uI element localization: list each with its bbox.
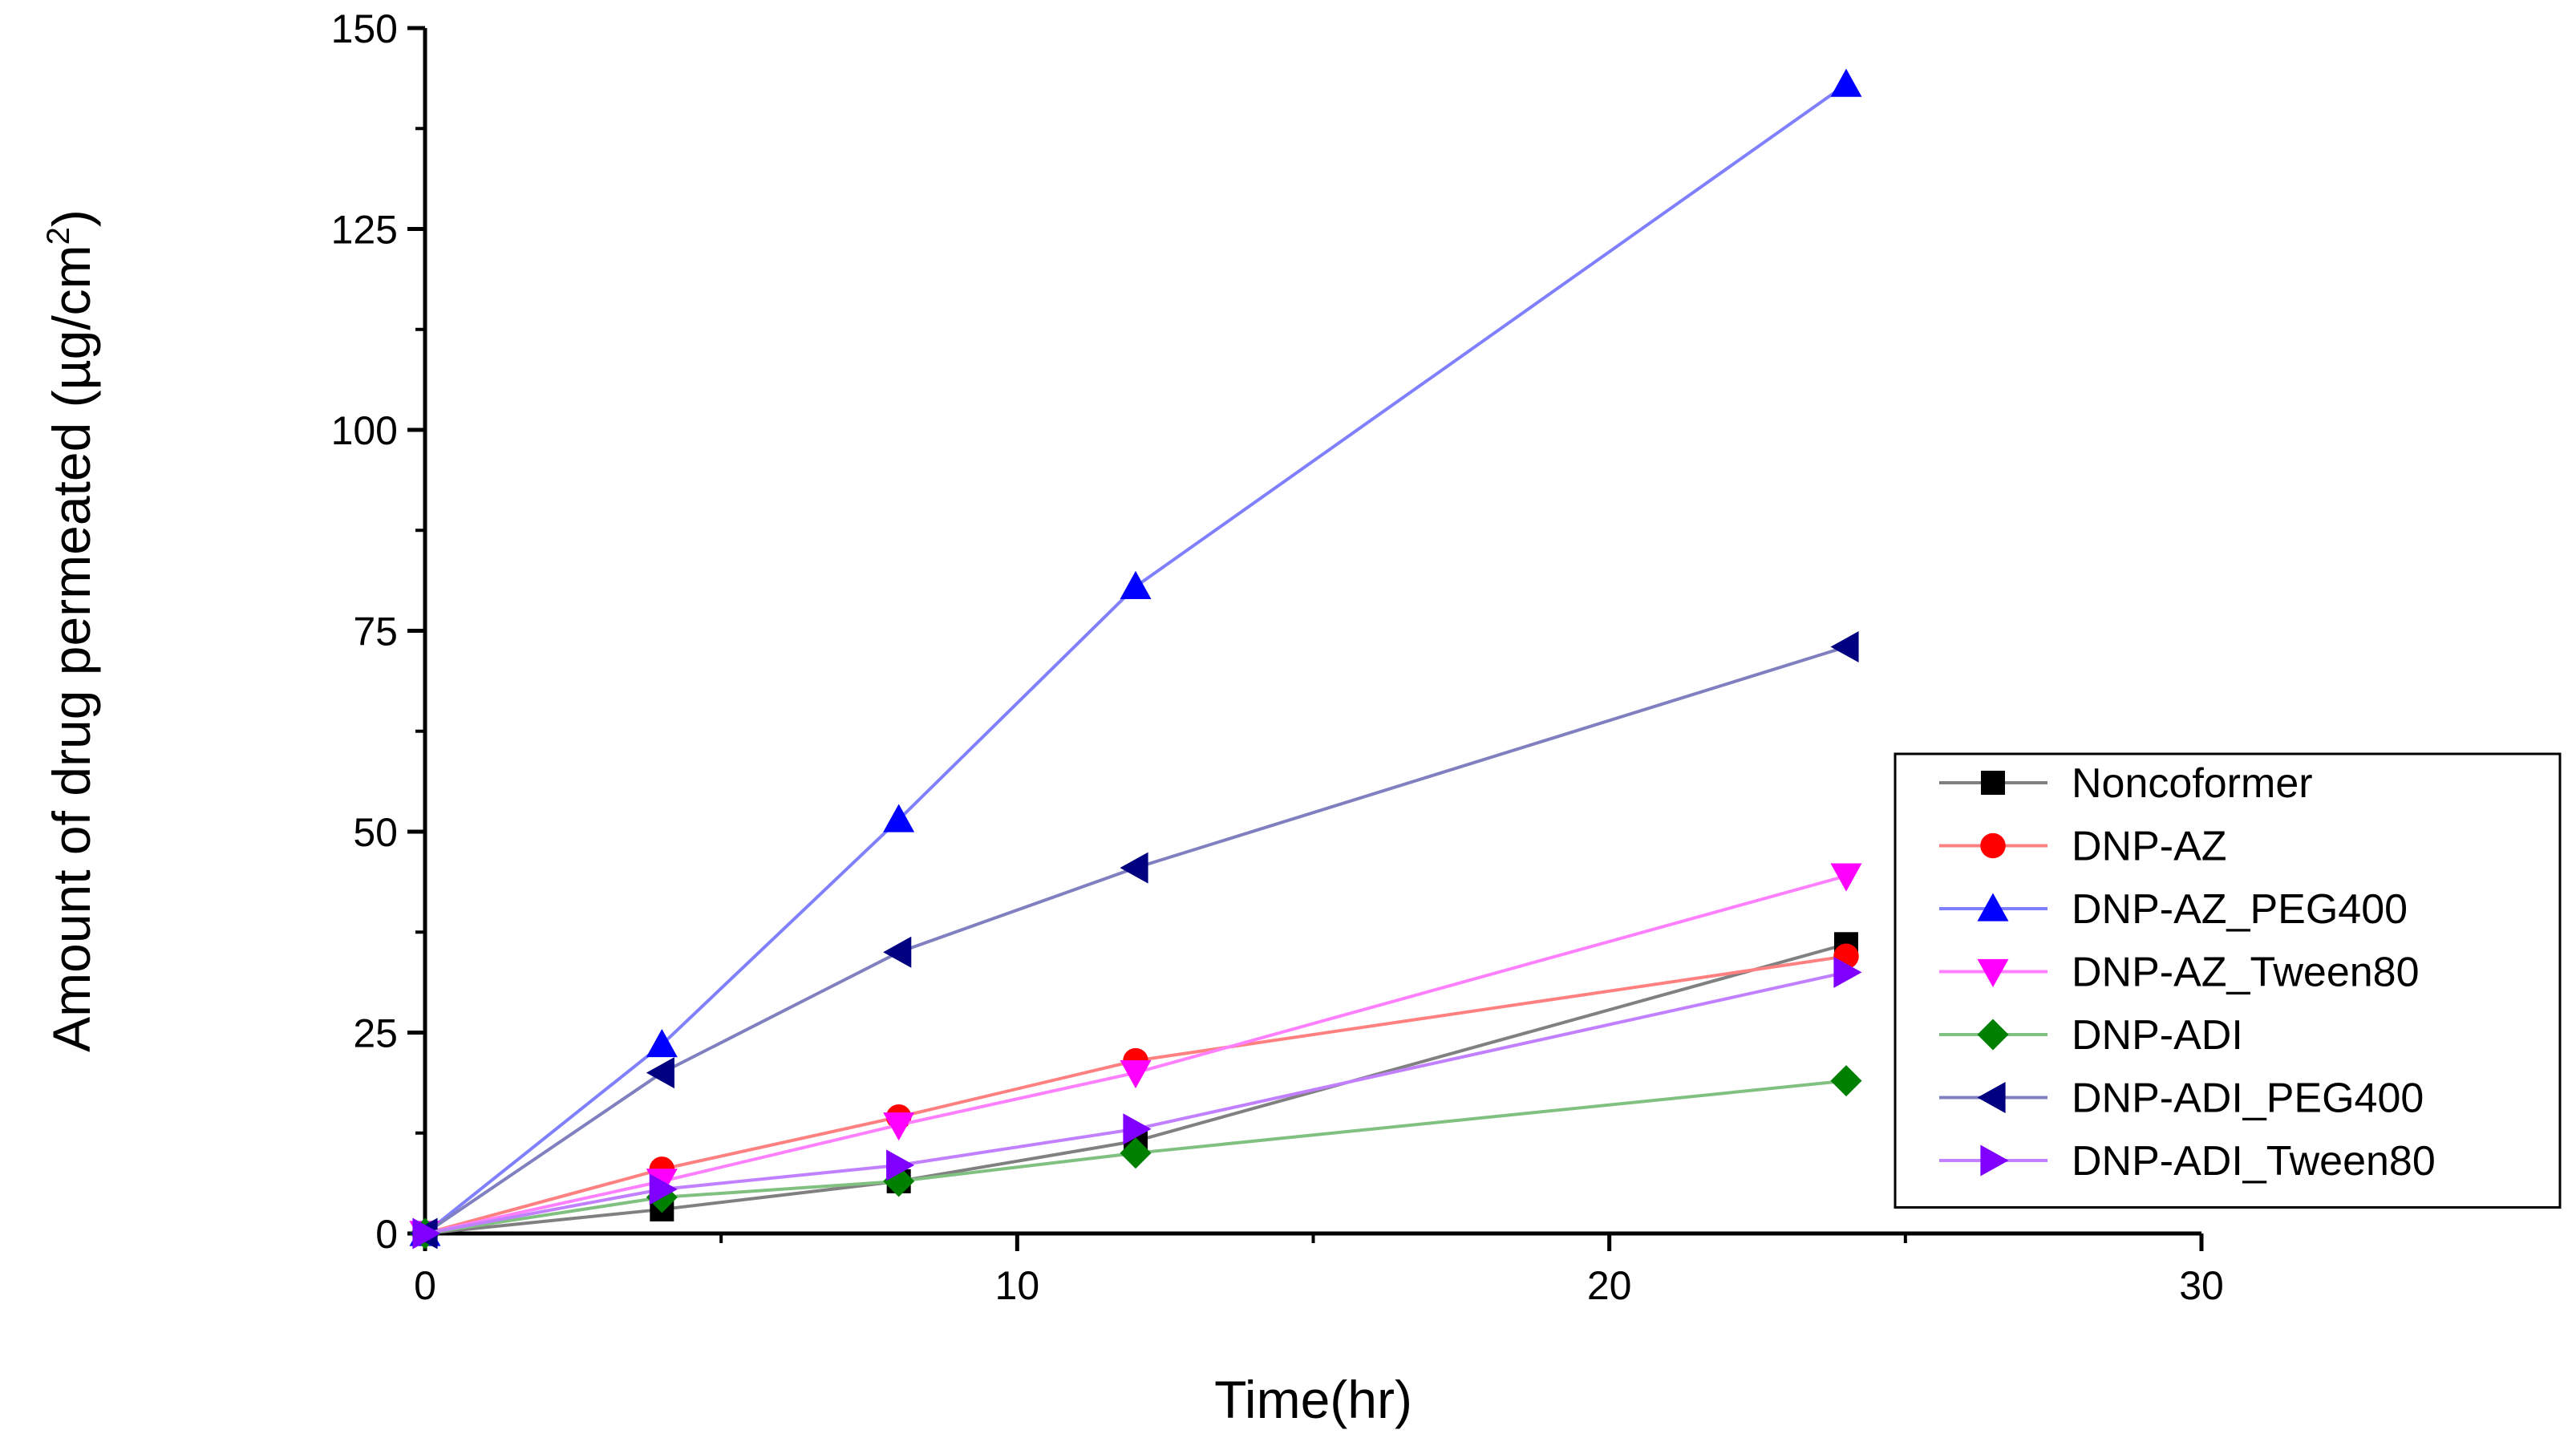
data-point (649, 1173, 678, 1205)
y-tick-label: 125 (331, 208, 398, 253)
legend-marker (1977, 1082, 2006, 1113)
legend-item: DNP-AZ_PEG400 (1939, 886, 2408, 933)
x-tick-label: 30 (2179, 1263, 2224, 1308)
y-tick-label: 75 (353, 610, 398, 654)
y-tick-label: 25 (353, 1011, 398, 1056)
legend-item: DNP-ADI (1939, 1012, 2243, 1059)
legend-item: Noncoformer (1939, 760, 2313, 807)
y-axis-title-main: Amount of drug permeated (µg/cm (42, 245, 101, 1052)
legend-marker (1980, 1144, 2009, 1177)
y-axis-ticks: 0 25 50 75 100 125 150 (331, 6, 425, 1257)
data-point (1830, 863, 1862, 892)
x-tick-label: 20 (1587, 1263, 1632, 1308)
data-point (883, 1112, 915, 1141)
y-tick-label: 50 (353, 810, 398, 855)
data-point (646, 1057, 674, 1089)
legend-item: DNP-ADI_PEG400 (1939, 1075, 2424, 1122)
legend-marker (1977, 893, 2009, 922)
legend-marker (1981, 771, 2005, 795)
legend-item: DNP-ADI_Tween80 (1939, 1138, 2436, 1185)
data-point (646, 1029, 678, 1058)
legend-marker (1977, 1019, 2009, 1051)
y-axis-title-close: ) (42, 209, 101, 227)
data-point (1120, 570, 1152, 599)
legend-label: DNP-AZ_Tween80 (2072, 950, 2420, 996)
data-point (1830, 68, 1862, 97)
legend-marker (1980, 832, 2006, 859)
legend-label: DNP-ADI_PEG400 (2072, 1075, 2424, 1122)
data-point (1120, 1137, 1152, 1169)
data-point (412, 1217, 441, 1250)
legend-item: DNP-AZ (1939, 824, 2227, 870)
series-dnp-adi-tween80 (412, 956, 1862, 1250)
legend-label: DNP-ADI (2072, 1012, 2243, 1059)
y-tick-label: 0 (375, 1212, 398, 1257)
y-axis-title-superscript: 2 (41, 227, 76, 245)
data-point (1830, 631, 1859, 663)
legend-marker (1977, 958, 2009, 987)
data-point (883, 804, 915, 832)
x-tick-label: 0 (414, 1263, 436, 1308)
legend-label: Noncoformer (2072, 760, 2313, 807)
series-dnp-adi-peg400 (409, 631, 1859, 1250)
data-point (1123, 1113, 1152, 1145)
x-axis-title: Time(hr) (1214, 1370, 1412, 1429)
data-point (1120, 1060, 1152, 1089)
y-tick-label: 150 (331, 6, 398, 51)
legend-label: DNP-AZ_PEG400 (2072, 886, 2408, 933)
data-point (1833, 956, 1862, 988)
data-point (886, 1149, 915, 1181)
data-point (1830, 1065, 1862, 1097)
series-layer (409, 68, 1862, 1250)
legend-label: DNP-AZ (2072, 824, 2227, 870)
data-point (883, 936, 912, 968)
y-tick-label: 100 (331, 408, 398, 453)
x-tick-label: 10 (995, 1263, 1040, 1308)
legend-box (1894, 752, 2562, 1209)
x-axis-ticks: 0 10 20 30 (414, 1233, 2224, 1308)
data-point (1120, 852, 1148, 884)
y-axis-title: Amount of drug permeated (µg/cm2) (41, 209, 101, 1052)
legend: Noncoformer DNP-AZ DNP-AZ_PEG400 DNP-AZ_Twe… (1894, 752, 2562, 1209)
legend-label: DNP-ADI_Tween80 (2072, 1138, 2436, 1185)
legend-item: DNP-AZ_Tween80 (1939, 950, 2420, 996)
